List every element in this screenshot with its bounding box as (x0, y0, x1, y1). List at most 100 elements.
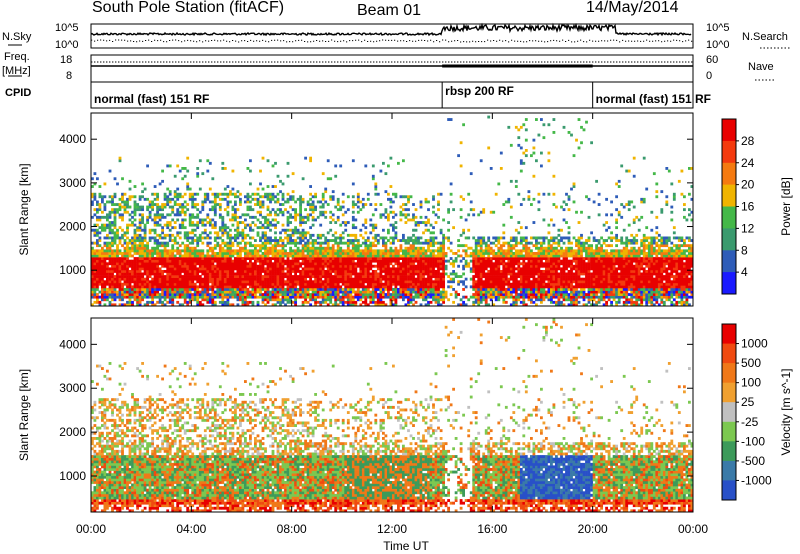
power-cell (512, 272, 516, 276)
power-cell (487, 236, 491, 240)
power-cell (108, 236, 112, 240)
power-cell (156, 239, 160, 242)
power-cell (364, 244, 368, 248)
power-cell (309, 295, 313, 299)
power-cell (271, 288, 275, 291)
power-cell (524, 270, 528, 273)
power-cell (379, 288, 383, 291)
power-cell (509, 249, 513, 253)
power-cell (399, 246, 403, 250)
power-cell (324, 277, 328, 281)
power-cell (284, 288, 287, 291)
power-cell (216, 288, 220, 291)
power-cell (499, 249, 503, 253)
power-cell (183, 282, 187, 286)
power-cell (309, 197, 313, 201)
power-cell (264, 231, 267, 235)
power-cell (118, 226, 122, 230)
power-cell (259, 285, 262, 289)
power-cell (429, 259, 433, 263)
power-cell (98, 280, 102, 284)
power-cell (254, 285, 257, 289)
power-cell (376, 275, 380, 278)
power-cell (487, 275, 491, 278)
power-cell (351, 200, 355, 204)
power-cell (392, 228, 395, 232)
power-cell (384, 236, 388, 240)
power-cell (422, 254, 425, 258)
power-cell (294, 210, 298, 214)
power-cell (494, 282, 498, 286)
power-cell (472, 254, 476, 258)
power-cell (234, 275, 237, 278)
power-cell (306, 241, 310, 245)
power-cell (173, 203, 177, 206)
power-cell (497, 257, 501, 260)
power-cell (382, 282, 385, 286)
power-cell (324, 275, 328, 278)
power-cell (376, 272, 380, 276)
power-cell (146, 267, 150, 271)
power-cell (331, 252, 335, 255)
power-cell (359, 264, 363, 268)
power-cell (402, 267, 405, 271)
power-cell (186, 156, 190, 160)
power-cell (504, 270, 508, 273)
power-cell (326, 295, 330, 299)
power-cell (319, 205, 323, 209)
power-cell (499, 167, 503, 170)
power-cell (143, 252, 147, 255)
power-cell (98, 282, 102, 286)
power-cell (321, 280, 325, 284)
power-cell (188, 264, 192, 268)
power-cell (138, 257, 142, 260)
power-cell (359, 295, 363, 299)
power-cell (108, 288, 112, 291)
power-cell (251, 192, 255, 196)
power-cell (419, 264, 423, 268)
power-cell (524, 257, 528, 260)
power-cell (206, 290, 210, 294)
power-cell (153, 285, 157, 289)
power-cell (397, 290, 400, 294)
power-cell (223, 187, 227, 191)
power-cell (356, 295, 360, 299)
power-cell (181, 254, 185, 258)
power-cell (128, 223, 132, 227)
power-cell (402, 254, 405, 258)
power-cell (221, 252, 225, 255)
power-cell (319, 275, 323, 278)
power-cell (517, 241, 521, 245)
power-cell (447, 228, 451, 232)
power-cell (138, 259, 142, 263)
power-cell (477, 262, 481, 266)
power-cell (432, 262, 435, 266)
power-cell (484, 282, 488, 286)
power-cell (427, 262, 430, 266)
power-cell (344, 275, 348, 278)
power-cell (101, 285, 104, 289)
power-cell (168, 192, 172, 196)
power-cell (211, 275, 215, 278)
power-cell (477, 300, 481, 304)
power-cell (289, 290, 293, 294)
power-cell (331, 249, 335, 253)
power-cell (176, 290, 180, 294)
power-cell (314, 270, 318, 273)
power-cell (432, 259, 435, 263)
power-cell (166, 288, 170, 291)
power-cell (474, 282, 478, 286)
power-cell (397, 288, 400, 291)
power-cell (309, 280, 313, 284)
power-cell (382, 277, 385, 281)
power-cell (512, 259, 516, 263)
power-cell (196, 172, 200, 176)
power-cell (291, 241, 295, 245)
power-cell (161, 259, 165, 263)
power-cell (494, 288, 498, 291)
power-cell (244, 290, 247, 294)
power-cell (334, 282, 338, 286)
power-cell (487, 282, 491, 286)
power-cell (499, 285, 503, 289)
power-cell (407, 290, 410, 294)
